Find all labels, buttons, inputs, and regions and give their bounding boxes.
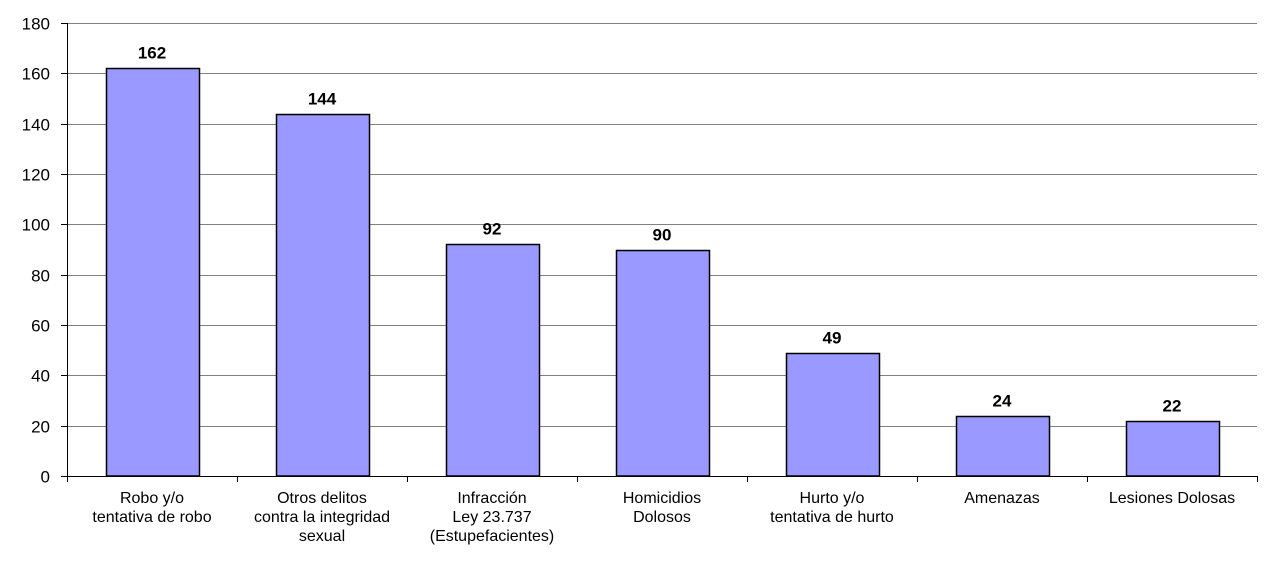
bar-4 (615, 249, 711, 477)
x-tick-label-3: Infracción Ley 23.737 (Estupefacientes) (430, 490, 555, 545)
x-axis-labels: Robo y/o tentativa de robo Otros delitos co… (92, 490, 1235, 545)
bar-2 (275, 113, 371, 477)
bar-1 (105, 67, 201, 477)
x-tick-label-6: Amenazas (964, 490, 1040, 507)
bar-7 (1125, 420, 1221, 477)
data-label-4: 90 (653, 226, 672, 245)
x-tick-label-7: Lesiones Dolosas (1109, 490, 1235, 507)
data-label-5: 49 (823, 329, 842, 348)
y-tick-label-120: 120 (22, 166, 50, 185)
x-tick-label-4: Homicidios Dolosos (623, 490, 701, 526)
x-tick-label-5: Hurto y/o tentativa de hurto (770, 490, 894, 526)
y-tick-label-180: 180 (22, 15, 50, 34)
y-tick-label-0: 0 (41, 468, 50, 487)
data-label-7: 22 (1163, 397, 1182, 416)
data-label-3: 92 (483, 220, 502, 239)
axes (67, 23, 1258, 482)
bar-5 (785, 352, 881, 477)
y-tick-label-80: 80 (31, 267, 50, 286)
data-label-2: 144 (308, 90, 337, 109)
bar-6 (955, 415, 1051, 477)
y-tick-label-20: 20 (31, 418, 50, 437)
data-label-1: 162 (138, 44, 166, 63)
y-tick-label-100: 100 (22, 216, 50, 235)
x-tick-label-2: Otros delitos contra la integridad sexual (254, 490, 390, 545)
y-tick-label-40: 40 (31, 367, 50, 386)
gridlines (67, 23, 1257, 427)
data-label-6: 24 (993, 392, 1012, 411)
bars (105, 67, 1221, 477)
y-tick-label-160: 160 (22, 65, 50, 84)
x-tick-label-1: Robo y/o tentativa de robo (92, 490, 211, 526)
data-labels: 162 144 92 90 49 24 22 (138, 44, 1182, 416)
y-tick-label-60: 60 (31, 317, 50, 336)
y-tick-label-140: 140 (22, 116, 50, 135)
bar-3 (445, 243, 541, 477)
y-axis-ticks: 0 20 40 60 80 100 120 140 160 180 (22, 15, 67, 487)
